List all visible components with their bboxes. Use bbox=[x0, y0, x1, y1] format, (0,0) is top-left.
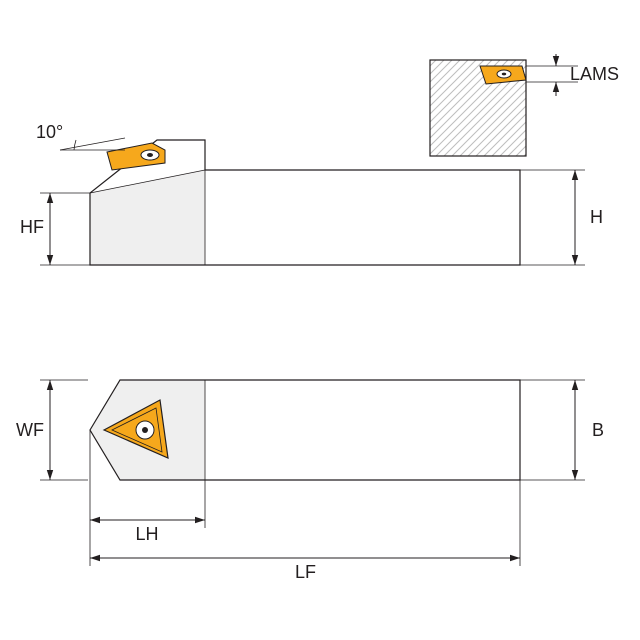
dim-LF-label: LF bbox=[295, 562, 316, 582]
dim-WF-label: WF bbox=[16, 420, 44, 440]
dim-HF-label: HF bbox=[20, 217, 44, 237]
lams-label: LAMS bbox=[570, 64, 619, 84]
dim-H-label: H bbox=[590, 207, 603, 227]
tool-holder-diagram: 10° HF H LAMS WF B LH LF bbox=[0, 0, 640, 640]
side-shank-shade bbox=[90, 170, 205, 265]
dim-B-label: B bbox=[592, 420, 604, 440]
angle-label: 10° bbox=[36, 122, 63, 142]
dim-LH-label: LH bbox=[136, 524, 159, 544]
top-clamp-screw bbox=[142, 427, 148, 433]
